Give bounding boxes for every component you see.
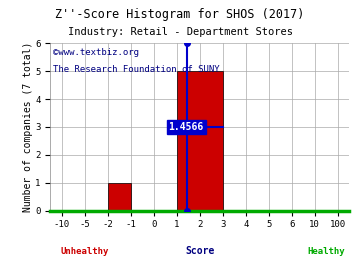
Text: 1.4566: 1.4566 <box>168 122 204 132</box>
Text: Industry: Retail - Department Stores: Industry: Retail - Department Stores <box>68 27 292 37</box>
Text: The Research Foundation of SUNY: The Research Foundation of SUNY <box>53 65 220 74</box>
X-axis label: Score: Score <box>185 246 215 256</box>
Text: ©www.textbiz.org: ©www.textbiz.org <box>53 48 139 57</box>
Text: Healthy: Healthy <box>307 247 345 256</box>
Bar <box>177 71 223 211</box>
Bar <box>108 183 131 211</box>
Text: Z''-Score Histogram for SHOS (2017): Z''-Score Histogram for SHOS (2017) <box>55 8 305 21</box>
Y-axis label: Number of companies (7 total): Number of companies (7 total) <box>23 42 32 212</box>
Text: Unhealthy: Unhealthy <box>61 247 109 256</box>
